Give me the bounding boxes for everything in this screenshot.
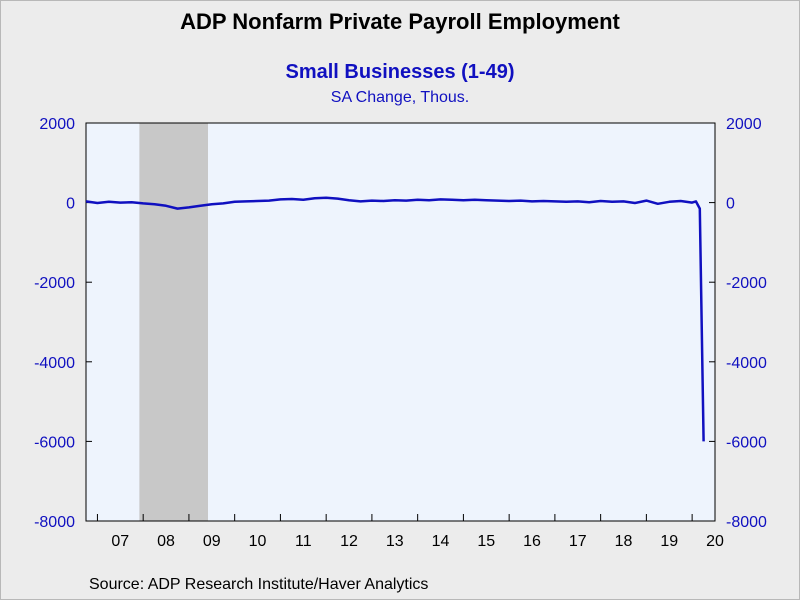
y-tick-label-right: 2000	[726, 116, 762, 133]
series-line	[85, 196, 705, 442]
y-tick-label-left: 2000	[39, 116, 75, 133]
recession-band	[139, 123, 208, 521]
chart-subtitle: Small Businesses (1-49)	[285, 61, 515, 83]
y-tick-label-right: -2000	[726, 275, 767, 292]
y-tick-label-left: 0	[66, 196, 75, 213]
x-tick-label: 20	[706, 533, 724, 550]
y-tick-label-left: -6000	[34, 434, 75, 451]
x-tick-label: 14	[432, 533, 450, 550]
y-tick-label-right: -6000	[726, 434, 767, 451]
x-tick-label: 08	[157, 533, 175, 550]
x-tick-label: 19	[660, 533, 678, 550]
x-tick-label: 13	[386, 533, 404, 550]
y-tick-label-right: 0	[726, 196, 735, 213]
chart-title: ADP Nonfarm Private Payroll Employment	[180, 9, 620, 34]
y-tick-label-left: -2000	[34, 275, 75, 292]
x-tick-label: 10	[249, 533, 267, 550]
y-tick-label-right: -8000	[726, 514, 767, 531]
x-tick-label: 15	[477, 533, 495, 550]
source-note: Source: ADP Research Institute/Haver Ana…	[89, 576, 429, 593]
x-tick-label: 18	[615, 533, 633, 550]
x-tick-label: 12	[340, 533, 358, 550]
x-tick-label: 11	[295, 533, 312, 550]
x-tick-label: 09	[203, 533, 221, 550]
chart-units: SA Change, Thous.	[330, 89, 470, 106]
x-tick-label: 07	[111, 533, 129, 550]
y-tick-label-left: -8000	[34, 514, 75, 531]
x-tick-label: 16	[523, 533, 541, 550]
y-tick-label-left: -4000	[34, 355, 75, 372]
x-tick-label: 17	[569, 533, 587, 550]
plot-border	[85, 122, 716, 522]
y-tick-label-right: -4000	[726, 355, 767, 372]
